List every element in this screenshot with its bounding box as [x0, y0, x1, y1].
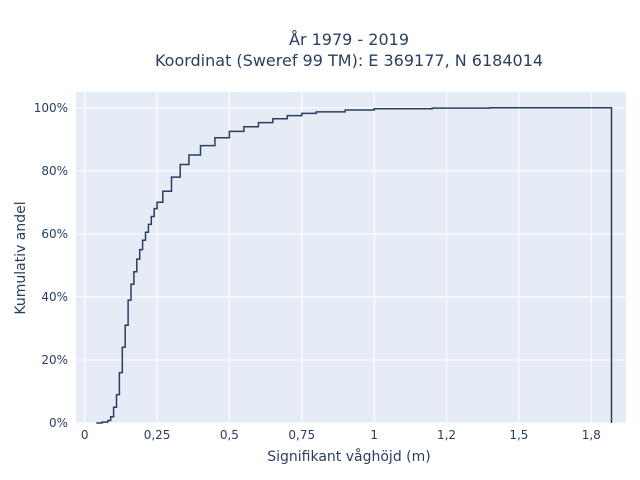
y-tick-labels: 0% 20% 40% 60% 80% 100%	[34, 101, 68, 430]
x-tick-label: 1	[370, 428, 378, 442]
x-tick-label: 0,75	[288, 428, 315, 442]
x-gridlines	[84, 92, 592, 423]
x-tick-label: 1,8	[582, 428, 601, 442]
plot-background	[76, 92, 626, 423]
x-tick-labels: 0 0,25 0,5 0,75 1 1,2 1,5 1,8	[81, 428, 601, 442]
x-tick-label: 1,5	[509, 428, 528, 442]
y-tick-label: 20%	[41, 353, 68, 367]
x-axis-title: Signifikant våghöjd (m)	[267, 448, 430, 465]
y-tick-label: 100%	[34, 101, 68, 115]
x-tick-label: 1,2	[437, 428, 456, 442]
y-tick-label: 0%	[49, 416, 68, 430]
y-axis-title: Kumulativ andel	[13, 201, 29, 314]
y-tick-label: 60%	[41, 227, 68, 241]
x-tick-label: 0,5	[220, 428, 239, 442]
ecdf-step-line	[96, 107, 613, 424]
chart-title-line-1: År 1979 - 2019	[289, 30, 409, 49]
y-tick-label: 80%	[41, 164, 68, 178]
y-tick-label: 40%	[41, 290, 68, 304]
chart-title-line-2: Koordinat (Sweref 99 TM): E 369177, N 61…	[155, 51, 543, 70]
x-tick-label: 0,25	[144, 428, 171, 442]
x-tick-label: 0	[81, 428, 89, 442]
